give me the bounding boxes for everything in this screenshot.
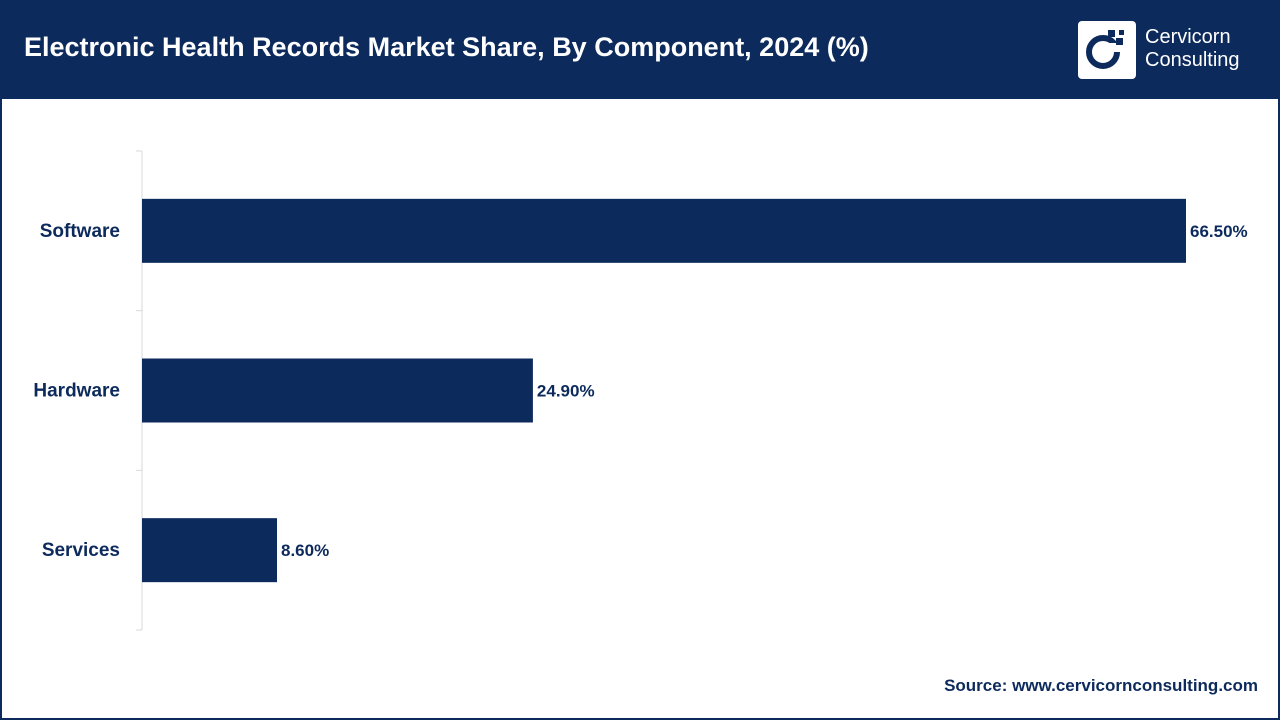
brand-logo: Cervicorn Consulting (1078, 21, 1268, 81)
chart-title: Electronic Health Records Market Share, … (24, 32, 869, 62)
header-bar: Electronic Health Records Market Share, … (2, 2, 1278, 99)
data-label: 8.60% (281, 541, 329, 560)
logo-text: Cervicorn Consulting (1145, 26, 1240, 72)
logo-line-2: Consulting (1145, 49, 1240, 71)
bar-software (142, 198, 1186, 263)
category-label: Software (40, 221, 120, 242)
bar-services (142, 518, 278, 583)
data-label: 24.90% (537, 382, 595, 401)
data-label: 66.50% (1190, 222, 1248, 241)
category-label: Hardware (33, 381, 120, 402)
bar-hardware (142, 358, 533, 423)
logo-icon (1078, 21, 1136, 79)
source-note: Source: www.cervicornconsulting.com (944, 676, 1258, 695)
category-label: Services (42, 540, 120, 561)
logo-line-1: Cervicorn (1145, 26, 1231, 48)
